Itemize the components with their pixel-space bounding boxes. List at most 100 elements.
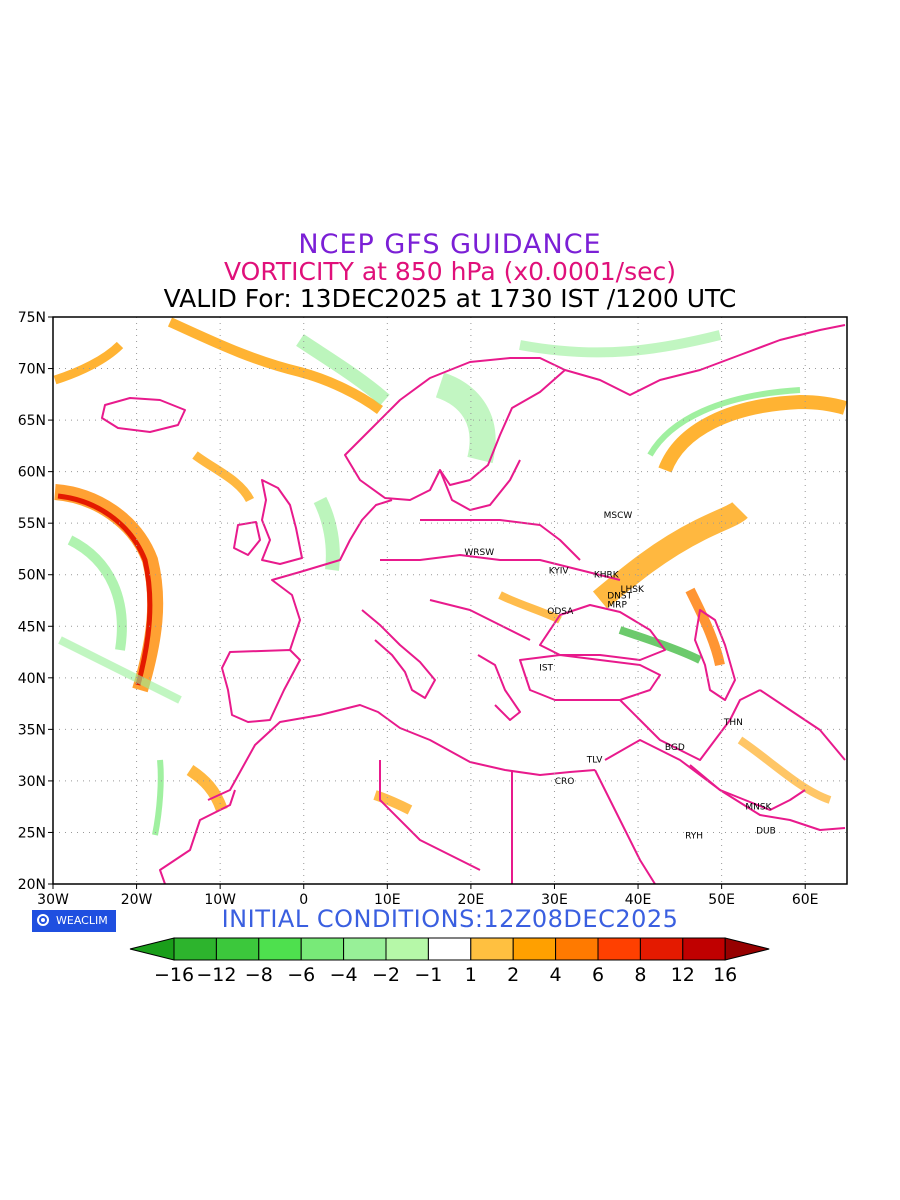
vorticity-band-caucasus-green <box>618 626 702 664</box>
lon-tick-label: 30E <box>541 892 568 908</box>
coastline-northern-russia <box>564 324 846 396</box>
vorticity-band-morocco <box>186 765 228 813</box>
coastline-iberia <box>221 649 301 723</box>
coastline-iceland <box>101 397 186 433</box>
vorticity-band-ural-green <box>647 387 801 457</box>
border-eastern-europe <box>420 519 581 561</box>
coastline-turkey <box>519 654 661 701</box>
lat-tick-label: 55N <box>18 516 46 532</box>
lat-tick-label: 70N <box>18 362 46 378</box>
colorbar-label: −8 <box>245 964 273 986</box>
colorbar: −16 −12 −8 −6 −4 −2 −1 1 2 4 6 8 12 16 <box>129 937 770 986</box>
colorbar-label: −4 <box>330 964 358 986</box>
colorbar-arrow-min <box>129 937 175 961</box>
colorbar-label: 8 <box>634 964 646 986</box>
vorticity-band-caspian <box>685 587 725 667</box>
city-label: ODSA <box>547 607 574 617</box>
coastline-scandinavia <box>344 357 566 501</box>
colorbar-arrow-max <box>724 937 770 961</box>
map-frame <box>52 316 848 885</box>
lon-tick-label: 0 <box>299 892 308 908</box>
vorticity-band-british-isles <box>192 451 255 503</box>
lon-tick-label: 10W <box>204 892 236 908</box>
vorticity-band-scandinavia <box>435 372 496 464</box>
colorbar-label: −12 <box>196 964 236 986</box>
vorticity-field <box>53 317 847 836</box>
colorbar-label: 12 <box>671 964 695 986</box>
vorticity-band-norway-sea <box>296 334 390 406</box>
colorbar-box <box>427 937 472 961</box>
graticule <box>53 317 847 884</box>
border-middle-east <box>619 689 761 761</box>
city-label: THN <box>723 718 743 728</box>
vorticity-band-atlantic-cyclone <box>54 484 164 693</box>
city-label: MNSK <box>745 803 772 813</box>
vorticity-band-sahara <box>373 790 413 815</box>
colorbar-label: −6 <box>287 964 315 986</box>
colorbar-label: 16 <box>713 964 737 986</box>
colorbar-label: 2 <box>507 964 519 986</box>
coastline-italy <box>361 609 436 699</box>
header-line-field: VORTICITY at 850 hPa (x0.0001/sec) <box>223 257 676 286</box>
vorticity-band-north-atlantic-2 <box>53 341 124 385</box>
vorticity-core-atlantic-cyclone <box>57 493 153 686</box>
copyright-icon <box>37 914 49 926</box>
coastline-caspian <box>694 609 736 701</box>
colorbar-box <box>682 937 726 961</box>
colorbar-box <box>215 937 260 961</box>
city-label: IST <box>539 664 553 674</box>
colorbar-box <box>639 937 684 961</box>
border-sahara-central <box>379 760 481 871</box>
lat-tick-label: 65N <box>18 413 46 429</box>
lon-tick-label: 30W <box>37 892 69 908</box>
lon-tick-label: 20E <box>458 892 485 908</box>
vorticity-band-atlantic-green <box>67 535 127 651</box>
coastline-baltic <box>439 459 521 511</box>
lon-tick-label: 60E <box>792 892 819 908</box>
colorbar-box <box>555 937 599 961</box>
city-label: LHSK <box>620 585 644 595</box>
colorbar-box <box>512 937 557 961</box>
lat-tick-label: 75N <box>18 310 46 326</box>
lat-tick-label: 25N <box>18 825 46 841</box>
city-label: DUB <box>756 826 776 836</box>
colorbar-box <box>343 937 387 961</box>
city-label: KHRK <box>594 571 620 581</box>
city-label: WRSW <box>464 548 494 558</box>
coastline-red-sea <box>594 769 656 884</box>
vorticity-band-atlantic-south <box>152 759 164 836</box>
border-balkans <box>429 599 531 641</box>
header-line-model: NCEP GFS GUIDANCE <box>298 229 602 260</box>
vorticity-band-iran <box>737 736 832 804</box>
colorbar-box <box>173 937 217 961</box>
lat-tick-label: 50N <box>18 568 46 584</box>
colorbar-label: −2 <box>372 964 400 986</box>
lat-tick-label: 45N <box>18 619 46 635</box>
lat-tick-label: 40N <box>18 671 46 687</box>
city-label: DNST <box>607 591 632 601</box>
vorticity-band-mid-atlantic <box>58 636 182 704</box>
vorticity-band-north-russia <box>519 330 722 358</box>
coastline-ireland <box>233 521 261 556</box>
coastlines-and-borders <box>101 324 846 884</box>
colorbar-box <box>300 937 345 961</box>
city-label: TLV <box>586 755 604 765</box>
vorticity-band-black-sea <box>498 591 562 624</box>
colorbar-label: −1 <box>414 964 442 986</box>
vorticity-band-north-atlantic <box>167 317 383 415</box>
vorticity-band-ural <box>658 394 847 473</box>
initial-conditions-label: INITIAL CONDITIONS:12Z08DEC2025 <box>221 905 679 933</box>
city-label: RYH <box>685 832 703 842</box>
coastline-persian-gulf <box>689 764 806 811</box>
lon-tick-label: 40E <box>625 892 652 908</box>
coastline-great-britain <box>261 479 303 565</box>
header-line-valid-time: VALID For: 13DEC2025 at 1730 IST /1200 U… <box>163 284 737 313</box>
lat-tick-label: 30N <box>18 774 46 790</box>
lon-tick-label: 20W <box>121 892 153 908</box>
lat-tick-label: 35N <box>18 722 46 738</box>
city-label: CRO <box>555 777 575 787</box>
logo-text: WEACLIM <box>56 914 108 927</box>
vorticity-band-south-russia <box>592 501 748 609</box>
